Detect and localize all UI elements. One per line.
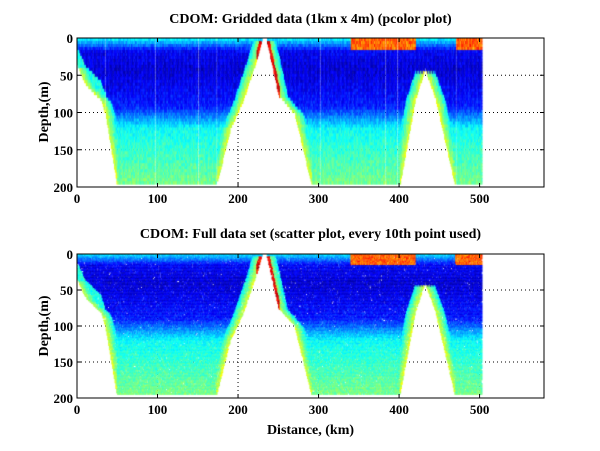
bottom-plot-axes: 0 100 200 300 400 500 0 50 100 150 200: [54, 247, 545, 417]
bottom-plot-title: CDOM: Full data set (scatter plot, every…: [139, 227, 482, 242]
top-plot-title: CDOM: Gridded data (1km x 4m) (pcolor pl…: [169, 12, 452, 27]
y-tick-label: 50: [60, 68, 73, 83]
y-tick-label: 0: [67, 31, 74, 46]
x-tick-label: 400: [389, 191, 409, 206]
x-tick-label: 500: [470, 191, 490, 206]
x-tick-label: 200: [228, 402, 248, 417]
x-tick-label: 300: [309, 402, 329, 417]
bottom-plot-xlabel: Distance, (km): [266, 423, 355, 438]
bottom-plot-ylabel: Depth,(m): [37, 295, 52, 357]
y-tick-label: 100: [54, 106, 74, 121]
y-tick-label: 150: [54, 143, 74, 158]
x-tick-label: 100: [148, 191, 168, 206]
x-tick-label: 0: [74, 191, 81, 206]
y-tick-label: 200: [54, 391, 74, 406]
y-tick-label: 100: [54, 319, 74, 334]
pcolor-field: [77, 38, 544, 187]
top-plot-frame: 0 100 200 300 400 500 0 50 100 150 200: [54, 31, 545, 206]
y-tick-label: 200: [54, 180, 74, 195]
y-tick-label: 50: [60, 283, 73, 298]
x-tick-label: 500: [470, 402, 490, 417]
x-tick-label: 400: [389, 402, 409, 417]
top-plot-axes: 0 100 200 300 400 500 0 50 100 150 200: [54, 31, 545, 206]
x-tick-label: 200: [228, 191, 248, 206]
axes-box: [76, 253, 545, 399]
y-tick-label: 150: [54, 355, 74, 370]
scatter-field: [77, 254, 544, 398]
y-tick-label: 0: [67, 247, 74, 262]
x-tick-label: 300: [309, 191, 329, 206]
axes-box: [76, 37, 545, 188]
top-plot-ylabel: Depth,(m): [37, 81, 52, 143]
bottom-plot-frame: 0 100 200 300 400 500 0 50 100 150 200: [54, 247, 545, 417]
x-tick-label: 100: [148, 402, 168, 417]
x-tick-label: 0: [74, 402, 81, 417]
